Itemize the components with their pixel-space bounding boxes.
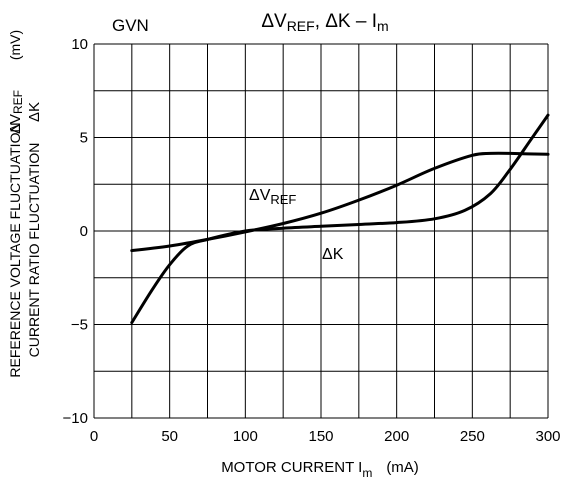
ylabel-symbol-vref: ΔVREF bbox=[7, 90, 25, 134]
title-vref-subscript: REF bbox=[287, 18, 315, 34]
ylabel-line2: CURRENT RATIO FLUCTUATION bbox=[26, 143, 42, 358]
y-axis-title: REFERENCE VOLTAGE FLUCTUATION CURRENT RA… bbox=[7, 30, 43, 378]
x-tick-label: 150 bbox=[308, 428, 333, 445]
xlabel-unit: (mA) bbox=[386, 459, 419, 476]
series-line-vref bbox=[130, 151, 550, 253]
y-tick-labels: 10 5 0 −5 −10 bbox=[63, 36, 88, 427]
y-tick-label: 10 bbox=[71, 36, 88, 53]
ylabel-line1: REFERENCE VOLTAGE FLUCTUATION bbox=[7, 122, 23, 377]
title-rest: , ΔK – I bbox=[315, 11, 377, 32]
plot-grid bbox=[93, 43, 549, 419]
x-tick-label: 50 bbox=[161, 428, 178, 445]
y-tick-label: 5 bbox=[80, 130, 88, 147]
title-delta-vref: ΔV bbox=[261, 11, 287, 32]
xlabel-subscript: m bbox=[362, 466, 372, 480]
x-tick-label: 200 bbox=[384, 428, 409, 445]
x-tick-labels: 0 50 100 150 200 250 300 bbox=[90, 428, 561, 445]
ylabel-symbol-k: ΔK bbox=[26, 102, 43, 122]
series-line-k bbox=[130, 113, 550, 325]
series-label-vref: ΔVREF bbox=[249, 187, 296, 207]
series-label-k: ΔK bbox=[322, 246, 344, 263]
title-im-subscript: m bbox=[377, 18, 389, 34]
x-tick-label: 300 bbox=[535, 428, 560, 445]
chart-tag: GVN bbox=[112, 16, 149, 35]
chart-title: ΔVREF, ΔK – Im bbox=[261, 11, 388, 34]
y-tick-label: −5 bbox=[71, 317, 88, 334]
series-lines bbox=[130, 113, 550, 325]
x-tick-label: 0 bbox=[90, 428, 98, 445]
ylabel-symbol-vref-main: ΔV bbox=[7, 114, 24, 134]
y-tick-label: −10 bbox=[63, 410, 88, 427]
y-tick-label: 0 bbox=[80, 223, 88, 240]
x-tick-label: 250 bbox=[460, 428, 485, 445]
x-tick-label: 100 bbox=[233, 428, 258, 445]
x-axis-title: MOTOR CURRENT Im (mA) bbox=[221, 459, 419, 480]
xlabel-text: MOTOR CURRENT I bbox=[221, 459, 362, 476]
ylabel-unit: (mV) bbox=[7, 30, 23, 60]
ylabel-symbol-vref-sub: REF bbox=[11, 90, 25, 114]
